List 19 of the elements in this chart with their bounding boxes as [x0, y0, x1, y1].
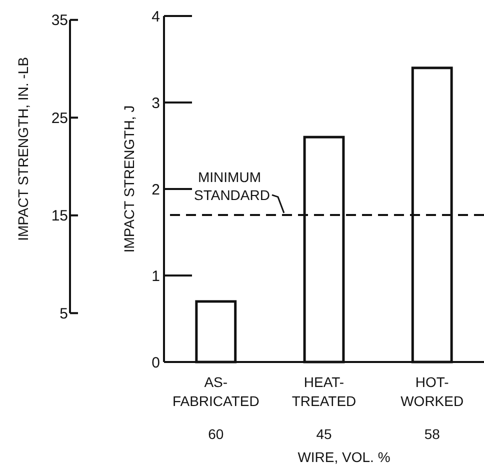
y-tick-label: 0: [152, 354, 160, 372]
y2-tick-label: 5: [60, 305, 68, 322]
x-tick-label: HOT-WORKED: [400, 374, 464, 409]
text: 58: [424, 426, 440, 442]
y2-tick-label: 35: [51, 12, 68, 30]
x-tick-label: HEAT-TREATED: [292, 374, 356, 409]
legend-label: MINIMUM STANDARD: [194, 168, 270, 203]
text: 45: [316, 426, 332, 442]
y2-tick-label: 25: [51, 110, 68, 127]
text: 60: [208, 426, 224, 442]
y-tick-label: 4: [152, 8, 160, 26]
y-tick-label: 2: [152, 181, 160, 198]
y-tick-label: 3: [152, 94, 160, 112]
x-axis-title: WIRE, VOL. %: [298, 449, 390, 465]
x-tick-label: AS-FABRICATED: [172, 374, 260, 409]
y2-axis-title: IMPACT STRENGTH, IN. -LB: [15, 57, 31, 241]
y-tick-label: 1: [152, 268, 160, 285]
y-axis-title: IMPACT STRENGTH, J: [121, 105, 137, 253]
y2-tick-label: 15: [51, 208, 68, 225]
